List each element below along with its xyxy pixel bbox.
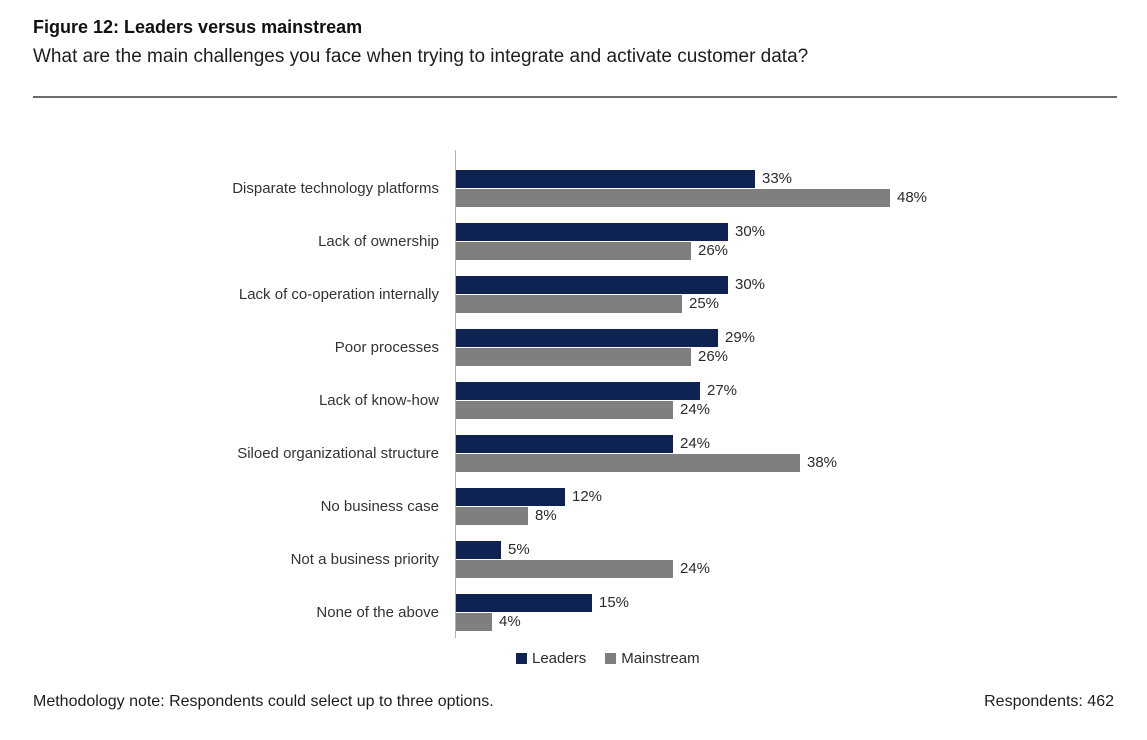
legend-item-leaders: Leaders <box>516 650 586 667</box>
bar-leaders <box>456 488 565 506</box>
bar-row-leaders: 5% <box>456 541 1123 559</box>
leaders-swatch-icon <box>516 653 527 664</box>
bar-mainstream <box>456 348 691 366</box>
legend-label-leaders: Leaders <box>532 650 587 667</box>
category-label: Poor processes <box>334 339 439 356</box>
category-bars: 30% 26% <box>455 223 1123 260</box>
bar-leaders <box>456 382 700 400</box>
bar-chart: Disparate technology platforms 33% 48% Lack… <box>33 150 1123 638</box>
bar-row-mainstream: 8% <box>456 507 1123 525</box>
bar-row-mainstream: 38% <box>456 454 1123 472</box>
bar-row-mainstream: 24% <box>456 401 1123 419</box>
bar-row-leaders: 30% <box>456 276 1123 294</box>
category-group: Lack of ownership 30% 26% <box>33 223 1123 260</box>
figure-subtitle: What are the main challenges you face wh… <box>33 46 809 67</box>
bar-value-label: 25% <box>689 295 720 312</box>
category-bars: 30% 25% <box>455 276 1123 313</box>
category-bars: 24% 38% <box>455 435 1123 472</box>
legend-item-mainstream: Mainstream <box>605 650 700 667</box>
category-group: Lack of co-operation internally 30% 25% <box>33 276 1123 313</box>
mainstream-swatch-icon <box>605 653 617 664</box>
bar-mainstream <box>456 454 800 472</box>
bar-value-label: 48% <box>897 189 928 206</box>
bar-mainstream <box>456 242 691 260</box>
category-group: Siloed organizational structure 24% 38% <box>33 435 1123 472</box>
bar-value-label: 8% <box>535 507 557 524</box>
bar-mainstream <box>456 189 890 207</box>
chart-rows: Disparate technology platforms 33% 48% Lack… <box>33 170 1123 647</box>
category-group: None of the above 15% 4% <box>33 594 1123 631</box>
category-label: None of the above <box>316 604 439 621</box>
bar-row-mainstream: 26% <box>456 348 1123 366</box>
bar-row-leaders: 12% <box>456 488 1123 506</box>
bar-value-label: 24% <box>680 435 711 452</box>
bar-mainstream <box>456 560 673 578</box>
category-group: Not a business priority 5% 24% <box>33 541 1123 578</box>
bar-leaders <box>456 223 728 241</box>
category-group: Disparate technology platforms 33% 48% <box>33 170 1123 207</box>
bar-row-leaders: 27% <box>456 382 1123 400</box>
bar-row-mainstream: 24% <box>456 560 1123 578</box>
category-label: Siloed organizational structure <box>237 445 439 462</box>
bar-value-label: 26% <box>698 242 729 259</box>
bar-row-leaders: 30% <box>456 223 1123 241</box>
bar-leaders <box>456 435 673 453</box>
category-bars: 15% 4% <box>455 594 1123 631</box>
category-label: Lack of know-how <box>318 392 439 409</box>
category-bars: 29% 26% <box>455 329 1123 366</box>
bar-leaders <box>456 170 755 188</box>
category-bars: 27% 24% <box>455 382 1123 419</box>
chart-axis-line <box>455 150 456 638</box>
figure-header: Figure 12: Leaders versus mainstream Wha… <box>33 12 1117 72</box>
category-label: No business case <box>320 498 439 515</box>
bar-leaders <box>456 541 501 559</box>
category-group: Lack of know-how 27% 24% <box>33 382 1123 419</box>
respondents-count: Respondents: 462 <box>984 693 1114 710</box>
bar-row-mainstream: 4% <box>456 613 1123 631</box>
figure-footer: Methodology note: Respondents could sele… <box>33 693 1114 711</box>
bar-row-leaders: 33% <box>456 170 1123 188</box>
figure-title: Figure 12: Leaders versus mainstream <box>33 17 363 37</box>
bar-mainstream <box>456 507 528 525</box>
bar-mainstream <box>456 295 682 313</box>
bar-value-label: 15% <box>599 594 630 611</box>
bar-row-leaders: 15% <box>456 594 1123 612</box>
bar-value-label: 30% <box>735 223 766 240</box>
legend-label-mainstream: Mainstream <box>621 650 700 667</box>
bar-leaders <box>456 276 728 294</box>
bar-value-label: 33% <box>762 170 793 187</box>
category-bars: 33% 48% <box>455 170 1123 207</box>
category-bars: 12% 8% <box>455 488 1123 525</box>
bar-value-label: 30% <box>735 276 766 293</box>
category-label: Not a business priority <box>290 551 439 568</box>
category-label: Lack of ownership <box>318 233 439 250</box>
chart-legend: Leaders Mainstream <box>516 650 700 667</box>
bar-value-label: 5% <box>508 541 530 558</box>
bar-value-label: 29% <box>725 329 756 346</box>
bar-mainstream <box>456 401 673 419</box>
bar-value-label: 26% <box>698 348 729 365</box>
category-label: Lack of co-operation internally <box>238 286 439 303</box>
bar-row-mainstream: 48% <box>456 189 1123 207</box>
bar-row-leaders: 24% <box>456 435 1123 453</box>
bar-value-label: 4% <box>499 613 521 630</box>
category-group: No business case 12% 8% <box>33 488 1123 525</box>
bar-value-label: 24% <box>680 401 711 418</box>
methodology-note: Methodology note: Respondents could sele… <box>33 693 494 710</box>
bar-value-label: 24% <box>680 560 711 577</box>
bar-row-mainstream: 25% <box>456 295 1123 313</box>
category-bars: 5% 24% <box>455 541 1123 578</box>
bar-row-leaders: 29% <box>456 329 1123 347</box>
bar-leaders <box>456 329 718 347</box>
category-group: Poor processes 29% 26% <box>33 329 1123 366</box>
bar-value-label: 12% <box>572 488 603 505</box>
bar-leaders <box>456 594 592 612</box>
bar-value-label: 27% <box>707 382 738 399</box>
bar-row-mainstream: 26% <box>456 242 1123 260</box>
category-label: Disparate technology platforms <box>232 180 439 197</box>
bar-mainstream <box>456 613 492 631</box>
header-divider <box>33 96 1117 98</box>
bar-value-label: 38% <box>807 454 838 471</box>
